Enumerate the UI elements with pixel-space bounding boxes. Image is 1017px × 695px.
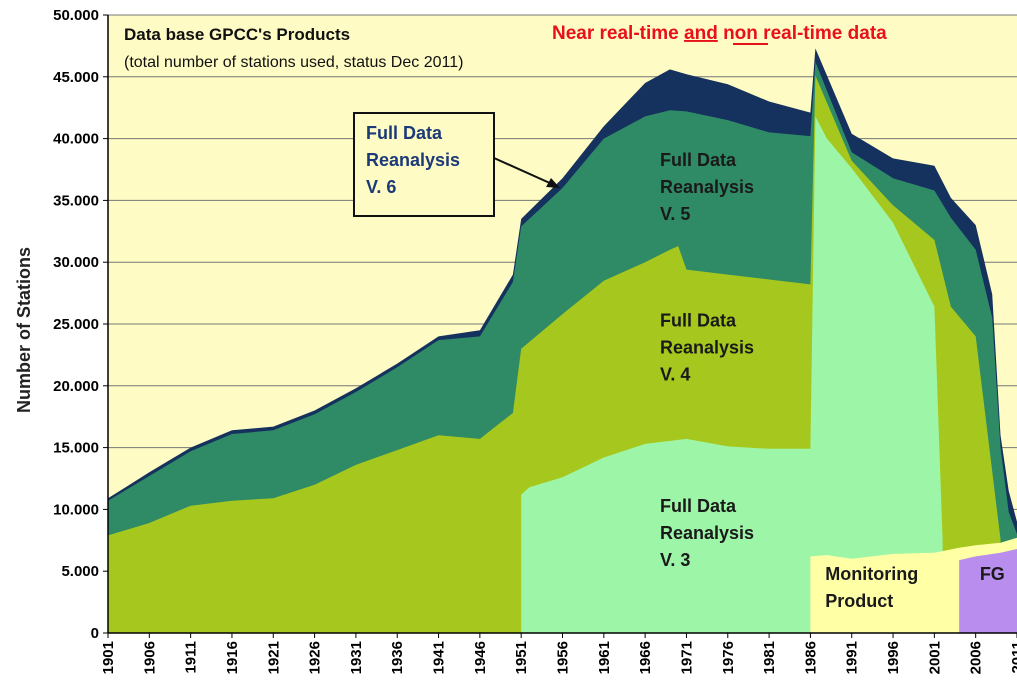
x-tick-label-9: 1946 (472, 641, 489, 674)
x-tick-label-5: 1926 (307, 641, 324, 674)
y-tick-label-1: 5.000 (61, 563, 99, 580)
x-tick-label-11: 1956 (555, 641, 572, 674)
x-tick-label-16: 1981 (761, 641, 778, 674)
y-tick-label-6: 30.000 (53, 254, 99, 271)
x-tick-label-20: 2001 (926, 641, 943, 674)
y-tick-label-3: 15.000 (53, 440, 99, 457)
x-tick-label-14: 1971 (679, 641, 696, 674)
area-fg (959, 549, 1017, 633)
x-tick-label-21: 2006 (968, 641, 985, 674)
x-tick-label-6: 1931 (348, 641, 365, 674)
y-tick-label-2: 10.000 (53, 501, 99, 518)
area-series (108, 48, 1017, 634)
headline-post: non real-time data (718, 23, 887, 44)
x-tick-label-8: 1941 (431, 641, 448, 674)
y-tick-label-5: 25.000 (53, 316, 99, 333)
region-label-v5-line-1: Full Data (660, 150, 737, 170)
region-label-mon-line-2: Product (825, 591, 893, 611)
v6-annotation-line-1: Full Data (366, 123, 443, 143)
region-label-v5-line-2: Reanalysis (660, 177, 754, 197)
chart-subtitle: (total number of stations used, status D… (124, 54, 463, 71)
headline: Near real-time and non real-time data (552, 23, 887, 44)
x-tick-label-15: 1976 (720, 641, 737, 674)
v6-annotation-line-2: Reanalysis (366, 150, 460, 170)
headline-pre: Near real-time (552, 23, 684, 44)
headline-emph: and (684, 23, 718, 44)
x-tick-label-2: 1911 (183, 641, 200, 674)
x-tick-label-17: 1986 (802, 641, 819, 674)
x-tick-label-22: 2011 (1009, 641, 1017, 674)
v6-annotation-box (353, 112, 495, 217)
x-tick-label-3: 1916 (224, 641, 241, 674)
x-tick-label-10: 1951 (513, 641, 530, 674)
region-label-mon-line-1: Monitoring (825, 564, 918, 584)
x-tick-label-4: 1921 (265, 641, 282, 674)
v6-annotation-line-3: V. 6 (366, 177, 396, 197)
area-full-data-reanalysis-v-3 (521, 116, 943, 633)
y-tick-label-9: 45.000 (53, 69, 99, 86)
y-axis-label: Number of Stations (14, 247, 34, 413)
y-tick-label-0: 0 (91, 625, 99, 642)
y-tick-label-7: 35.000 (53, 192, 99, 209)
region-labels: Full Data Reanalysis V. 5 Full Data Reanalys… (660, 150, 1005, 611)
region-label-v3-line-2: Reanalysis (660, 523, 754, 543)
y-tick-label-4: 20.000 (53, 378, 99, 395)
x-tick-label-12: 1961 (596, 641, 613, 674)
x-axis-ticks: 1901 1906 1911 1916 1921 1926 1931 1936 1941 1946… (100, 633, 1017, 674)
v6-annotation-arrow (493, 157, 553, 185)
v6-annotation: Full Data Reanalysis V. 6 (353, 112, 560, 217)
x-tick-label-19: 1996 (885, 641, 902, 674)
v6-annotation-arrowhead (546, 178, 560, 188)
x-tick-label-13: 1966 (637, 641, 654, 674)
region-label-v3-line-1: Full Data (660, 496, 737, 516)
region-label-v4-line-2: Reanalysis (660, 337, 754, 357)
region-label-v4-line-1: Full Data (660, 310, 737, 330)
region-label-v4-line-3: V. 4 (660, 364, 690, 384)
x-tick-label-18: 1991 (844, 641, 861, 674)
x-tick-label-0: 1901 (100, 641, 117, 674)
x-tick-label-7: 1936 (389, 641, 406, 674)
region-label-v5-line-3: V. 5 (660, 204, 690, 224)
region-label-fg-line-1: FG (980, 564, 1005, 584)
chart-title: Data base GPCC's Products (124, 25, 350, 44)
x-tick-label-1: 1906 (141, 641, 158, 674)
y-tick-label-10: 50.000 (53, 7, 99, 24)
region-label-v3-line-3: V. 3 (660, 550, 690, 570)
y-axis-ticks: 0 5.000 10.000 15.000 20.000 25.000 30.000 35.0… (53, 7, 108, 642)
y-tick-label-8: 40.000 (53, 131, 99, 148)
